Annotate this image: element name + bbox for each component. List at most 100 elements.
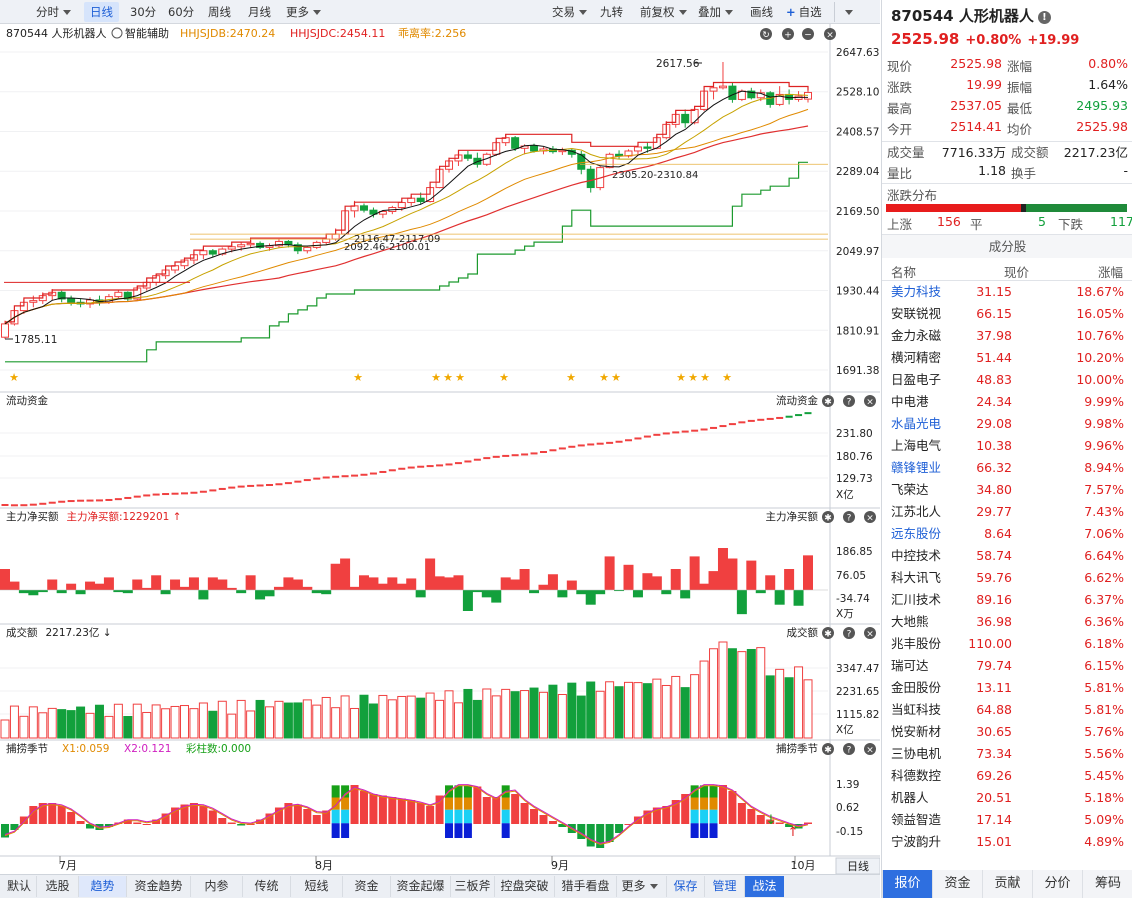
assist-label[interactable]: 智能辅助 (125, 26, 169, 40)
table-row[interactable]: 科大讯飞 59.76 6.62% (882, 567, 1132, 589)
table-row[interactable]: 瑞可达 79.74 6.15% (882, 655, 1132, 677)
table-row[interactable]: 大地熊 36.98 6.36% (882, 611, 1132, 633)
candle[interactable] (718, 61, 727, 90)
candle[interactable] (256, 241, 265, 250)
stock-name[interactable]: 大地熊 (891, 614, 929, 629)
period-tab-1[interactable]: 日线 (84, 2, 119, 22)
candle[interactable] (293, 242, 302, 255)
close-icon[interactable]: × (824, 28, 836, 41)
gear-icon[interactable]: ✱ (822, 511, 834, 524)
table-row[interactable]: 飞荣达 34.80 7.57% (882, 479, 1132, 501)
stock-name[interactable]: 汇川技术 (891, 592, 942, 607)
help-icon[interactable]: ? (843, 511, 855, 524)
right-tab-4[interactable]: 筹码 (1082, 870, 1132, 898)
bottom-tab-9[interactable]: 三板斧 (450, 876, 494, 897)
stock-name[interactable]: 日盈电子 (891, 372, 942, 387)
table-row[interactable]: 汇川技术 89.16 6.37% (882, 589, 1132, 611)
right-tab-1[interactable]: 资金 (932, 870, 982, 898)
candle[interactable] (57, 290, 66, 303)
close-icon[interactable]: × (864, 627, 876, 640)
toolbar-dropdown[interactable] (834, 2, 859, 22)
table-row[interactable]: 中电港 24.34 9.99% (882, 391, 1132, 413)
stock-name[interactable]: 金力永磁 (891, 328, 942, 343)
stock-name[interactable]: 科大讯飞 (891, 570, 942, 585)
dayline-button[interactable]: 日线 (835, 857, 880, 874)
tool-5[interactable]: + 自选 (780, 2, 828, 22)
table-row[interactable]: 三协电机 73.34 5.56% (882, 743, 1132, 765)
table-row[interactable]: 领益智造 17.14 5.09% (882, 809, 1132, 831)
stock-name[interactable]: 飞荣达 (891, 482, 929, 497)
table-row[interactable]: 安联锐视 66.15 16.05% (882, 303, 1132, 325)
stock-name[interactable]: 美力科技 (891, 284, 942, 299)
chart-area[interactable]: 870544 人形机器人 智能辅助 HHJSJDB:2470.24 HHJSJDC:2… (0, 24, 880, 874)
bottom-tab-13[interactable]: 保存 (666, 876, 704, 897)
tool-2[interactable]: 前复权 (634, 2, 693, 22)
stock-name[interactable]: 横河精密 (891, 350, 942, 365)
table-row[interactable]: 机器人 20.51 5.18% (882, 787, 1132, 809)
stock-name[interactable]: 金田股份 (891, 680, 942, 695)
period-tab-0[interactable]: 分时 (30, 2, 77, 22)
bottom-tab-4[interactable]: 内参 (190, 876, 242, 897)
stock-name[interactable]: 兆丰股份 (891, 636, 942, 651)
bottom-tab-10[interactable]: 控盘突破 (494, 876, 554, 897)
candle[interactable] (378, 210, 387, 219)
tool-1[interactable]: 九转 (594, 2, 629, 22)
col-name-header[interactable]: 名称 (891, 265, 917, 280)
close-icon[interactable]: × (864, 395, 876, 408)
volume-bars[interactable] (0, 641, 813, 739)
tool-4[interactable]: 画线 (744, 2, 779, 22)
help-icon[interactable]: ? (843, 743, 855, 756)
zoom-out-icon[interactable]: − (802, 28, 814, 41)
table-row[interactable]: 悦安新材 30.65 5.76% (882, 721, 1132, 743)
stock-name[interactable]: 领益智造 (891, 812, 942, 827)
table-row[interactable]: 赣锋锂业 66.32 8.94% (882, 457, 1132, 479)
candle[interactable] (123, 291, 132, 302)
gear-icon[interactable]: ✱ (822, 743, 834, 756)
assist-dropdown-icon[interactable] (111, 27, 123, 39)
bottom-tab-14[interactable]: 管理 (704, 876, 744, 897)
stock-name[interactable]: 上海电气 (891, 438, 942, 453)
help-icon[interactable]: ? (843, 627, 855, 640)
table-row[interactable]: 兆丰股份 110.00 6.18% (882, 633, 1132, 655)
stock-name[interactable]: 远东股份 (891, 526, 942, 541)
table-row[interactable]: 科德数控 69.26 5.45% (882, 765, 1132, 787)
bottom-tab-2[interactable]: 趋势 (78, 876, 126, 897)
candle[interactable] (67, 295, 76, 306)
table-row[interactable]: 江苏北人 29.77 7.43% (882, 501, 1132, 523)
right-tab-2[interactable]: 贡献 (982, 870, 1032, 898)
period-tab-5[interactable]: 月线 (248, 5, 271, 19)
col-price-header[interactable]: 现价 (1004, 265, 1030, 280)
candle[interactable] (359, 203, 368, 213)
table-row[interactable]: 上海电气 10.38 9.96% (882, 435, 1132, 457)
candle[interactable] (709, 86, 718, 100)
period-tab-4[interactable]: 周线 (208, 5, 231, 19)
bottom-tab-8[interactable]: 资金起爆 (390, 876, 450, 897)
stock-name[interactable]: 机器人 (891, 790, 929, 805)
candle[interactable] (747, 87, 756, 100)
candle[interactable] (728, 82, 737, 103)
stock-name[interactable]: 中电港 (891, 394, 929, 409)
close-icon[interactable]: × (864, 743, 876, 756)
table-row[interactable]: 当虹科技 64.88 5.81% (882, 699, 1132, 721)
candle[interactable] (114, 289, 123, 299)
table-row[interactable]: 金力永磁 37.98 10.76% (882, 325, 1132, 347)
stock-name[interactable]: 三协电机 (891, 746, 942, 761)
bottom-tab-6[interactable]: 短线 (290, 876, 342, 897)
stock-name[interactable]: 江苏北人 (891, 504, 942, 519)
stock-name[interactable]: 悦安新材 (891, 724, 942, 739)
help-icon[interactable]: ? (843, 395, 855, 408)
bottom-tab-11[interactable]: 猎手看盘 (554, 876, 616, 897)
stock-name[interactable]: 水晶光电 (891, 416, 942, 431)
candle[interactable] (605, 152, 614, 169)
candle[interactable] (303, 245, 312, 254)
candle[interactable] (463, 150, 472, 161)
close-icon[interactable]: × (864, 511, 876, 524)
stock-name[interactable]: 瑞可达 (891, 658, 929, 673)
table-row[interactable]: 远东股份 8.64 7.06% (882, 523, 1132, 545)
stock-name[interactable]: 宁波韵升 (891, 834, 942, 849)
dayline-label[interactable]: 日线 (847, 859, 869, 873)
candle[interactable] (558, 147, 567, 155)
candle[interactable] (681, 109, 690, 128)
table-row[interactable]: 中控技术 58.74 6.64% (882, 545, 1132, 567)
right-tab-3[interactable]: 分价 (1032, 870, 1082, 898)
